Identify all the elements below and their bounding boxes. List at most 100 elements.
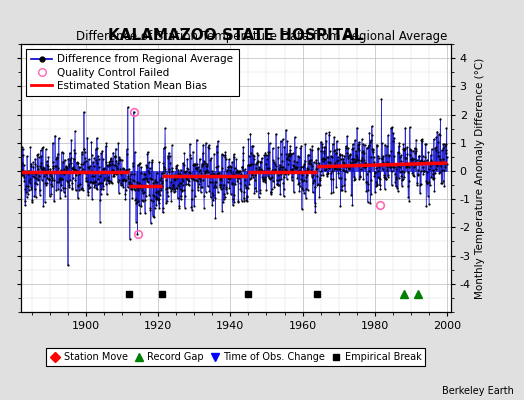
Point (312, 181, 321, 188)
Point (88, 173, 96, 179)
Point (80, 159, 88, 166)
Point (379, 159, 388, 165)
Point (116, 182, 125, 188)
Point (170, 186, 178, 192)
Point (258, 173, 266, 180)
Point (73, 182, 82, 188)
Point (380, 186, 389, 192)
Point (310, 176, 318, 183)
Point (362, 162, 370, 169)
Point (279, 192, 288, 199)
Point (57, 186, 65, 193)
Point (48, 164, 57, 171)
Point (152, 202, 160, 208)
Point (406, 124, 414, 131)
Point (126, 176, 135, 182)
Point (436, 163, 445, 170)
Point (298, 172, 307, 178)
Point (31, 161, 40, 167)
Point (147, 176, 156, 182)
Point (127, 182, 136, 188)
Point (438, 166, 446, 173)
Point (42, 180, 51, 186)
Point (316, 172, 325, 179)
Point (348, 156, 356, 162)
Point (433, 163, 441, 170)
Point (410, 173, 418, 179)
Point (74, 195, 82, 202)
Point (82, 178, 91, 184)
Point (119, 169, 128, 176)
Point (387, 125, 395, 131)
Point (332, 150, 340, 156)
Point (212, 164, 221, 170)
Point (186, 152, 194, 158)
Point (88, 195, 96, 202)
Point (413, 182, 421, 188)
Point (314, 145, 322, 152)
Point (398, 168, 406, 174)
Point (123, 146, 131, 153)
Point (220, 196, 228, 202)
Point (274, 144, 282, 150)
Point (222, 184, 231, 190)
Point (385, 152, 393, 158)
Point (161, 168, 170, 174)
Point (99, 166, 107, 172)
Point (45, 176, 53, 182)
Point (27, 184, 35, 190)
Point (160, 170, 168, 176)
Point (281, 166, 289, 172)
Point (94, 153, 102, 159)
Point (373, 142, 381, 148)
Point (144, 149, 152, 155)
Point (56, 170, 64, 176)
Point (300, 158, 309, 164)
Point (278, 158, 287, 164)
Point (247, 171, 256, 178)
Point (32, 170, 40, 177)
Point (41, 146, 50, 153)
Point (326, 160, 334, 167)
Point (300, 176, 308, 183)
Point (49, 163, 58, 169)
Point (84, 164, 92, 170)
Point (324, 165, 333, 172)
Point (127, 181, 135, 187)
Point (70, 156, 78, 162)
Point (353, 154, 362, 160)
Point (424, 166, 433, 172)
Point (130, 177, 139, 184)
Point (102, 143, 110, 149)
Point (133, 199, 141, 205)
Point (105, 161, 114, 168)
Point (437, 180, 445, 186)
Point (443, 154, 451, 160)
Point (297, 143, 305, 149)
Point (392, 161, 401, 167)
Point (134, 186, 143, 193)
Point (414, 161, 423, 168)
Point (56, 194, 64, 201)
Point (42, 158, 51, 164)
Point (231, 172, 239, 179)
Point (83, 134, 91, 141)
Point (191, 192, 199, 199)
Point (304, 160, 313, 166)
Point (345, 166, 353, 172)
Point (41, 166, 50, 173)
Point (66, 150, 74, 156)
Point (429, 167, 438, 173)
Point (417, 156, 425, 163)
Point (384, 172, 392, 178)
Point (356, 173, 365, 180)
Point (35, 172, 43, 179)
Point (125, 166, 133, 172)
Point (178, 176, 186, 182)
Point (343, 150, 352, 156)
Point (64, 262, 72, 269)
Point (418, 136, 426, 143)
Point (30, 174, 38, 180)
Point (389, 153, 398, 159)
Point (230, 192, 238, 198)
